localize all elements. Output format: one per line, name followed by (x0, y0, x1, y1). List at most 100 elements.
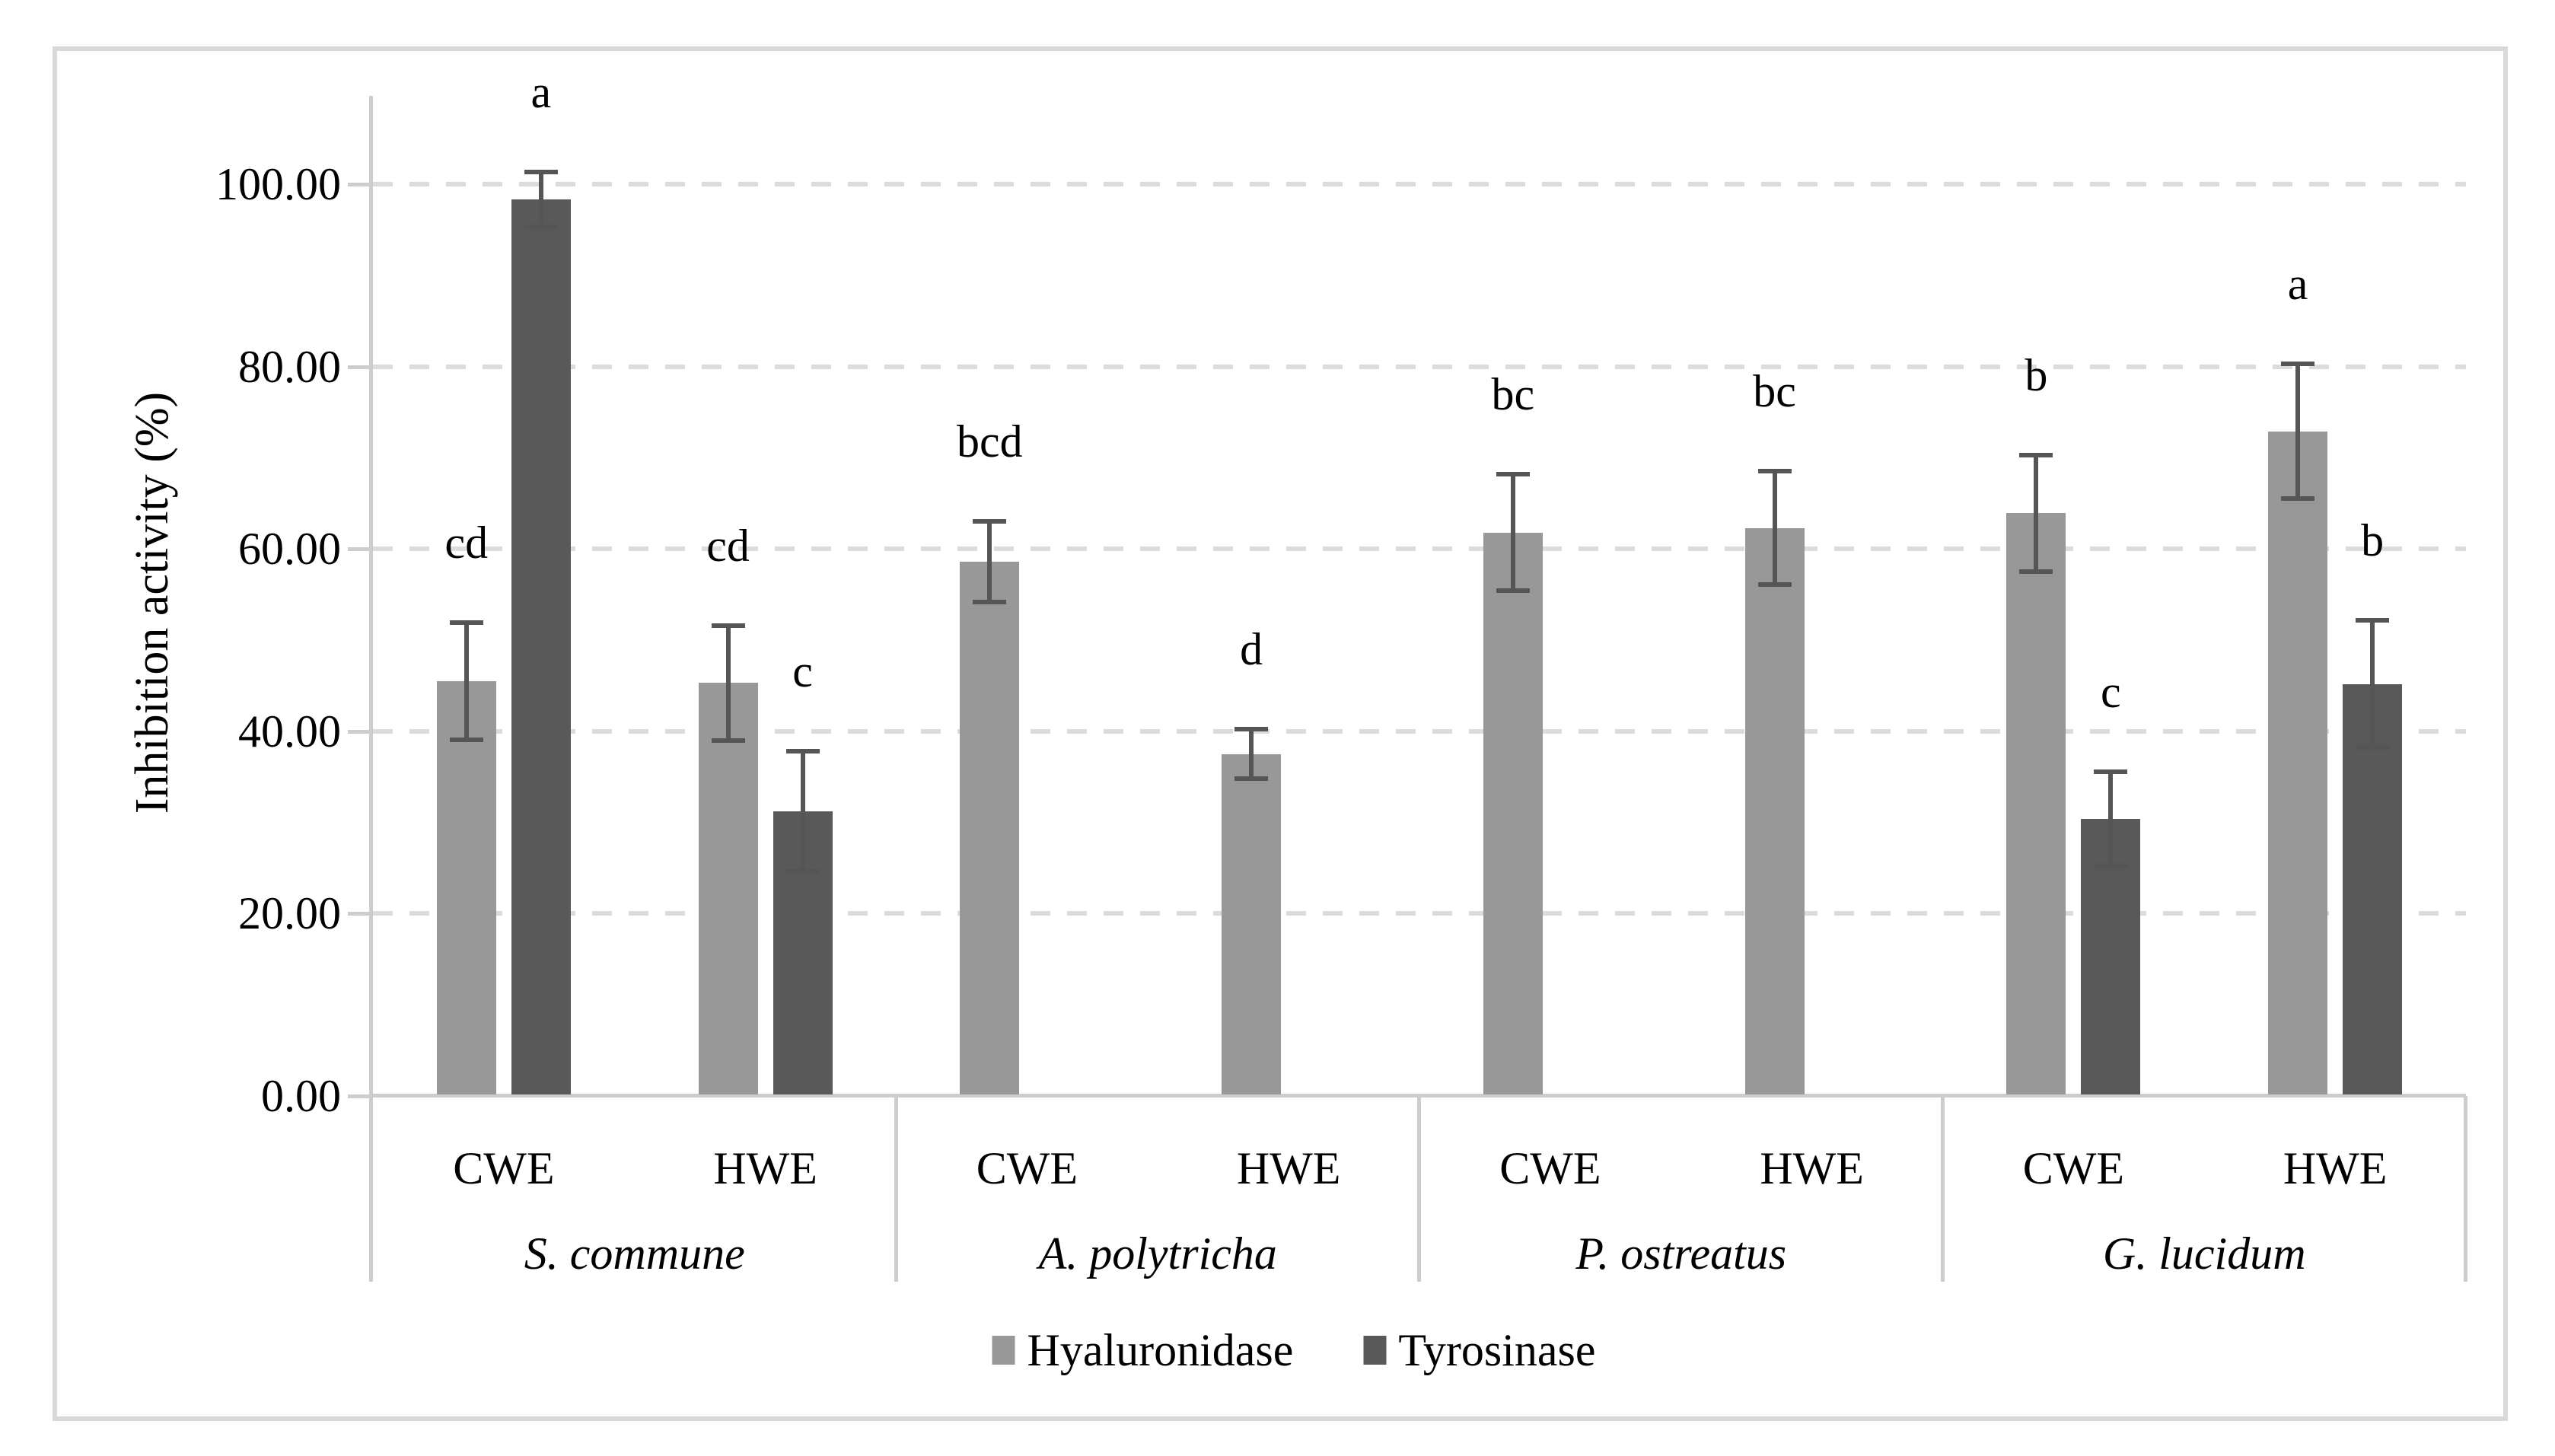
species-label-p-ostreatus: P. ostreatus (1575, 1228, 1787, 1279)
error-cap-bottom-hyaluronidase-s-commune-hwe (711, 738, 745, 743)
error-cap-bottom-hyaluronidase-a-polytricha-hwe (1234, 776, 1269, 782)
significance-letter-hyaluronidase-g-lucidum-hwe: a (2287, 259, 2308, 309)
extract-label-g-lucidum-hwe: HWE (2283, 1143, 2388, 1193)
error-cap-bottom-hyaluronidase-s-commune-cwe (449, 737, 483, 742)
x-axis-line (373, 1094, 2466, 1098)
extract-label-g-lucidum-cwe: CWE (2022, 1143, 2125, 1193)
y-gridline-20 (373, 911, 2466, 916)
extract-label-a-polytricha-cwe: CWE (976, 1143, 1078, 1193)
y-tick-80 (348, 365, 373, 369)
y-axis-line (369, 96, 373, 1282)
significance-letter-hyaluronidase-s-commune-hwe: cd (706, 520, 750, 571)
y-tick-0 (348, 1094, 373, 1098)
significance-letter-tyrosinase-g-lucidum-hwe: b (2361, 515, 2385, 566)
species-label-a-polytricha: A. polytricha (1038, 1228, 1277, 1279)
extract-label-s-commune-hwe: HWE (713, 1143, 817, 1193)
bar-tyrosinase-g-lucidum-hwe (2343, 683, 2403, 1094)
y-gridline-100 (373, 182, 2466, 186)
significance-letter-tyrosinase-g-lucidum-cwe: c (2101, 666, 2121, 717)
error-bar-tyrosinase-s-commune-cwe (538, 172, 543, 228)
error-bar-hyaluronidase-s-commune-cwe (464, 623, 469, 740)
error-bar-hyaluronidase-p-ostreatus-hwe (1772, 471, 1777, 585)
bar-hyaluronidase-a-polytricha-hwe (1222, 753, 1282, 1094)
legend-label-tyrosinase: Tyrosinase (1398, 1325, 1596, 1375)
species-divider (894, 1096, 898, 1282)
y-gridline-80 (373, 364, 2466, 369)
error-cap-bottom-hyaluronidase-g-lucidum-cwe (2019, 569, 2053, 575)
error-cap-top-hyaluronidase-s-commune-hwe (711, 623, 745, 628)
y-tick-label-20: 20.00 (238, 888, 341, 939)
error-bar-tyrosinase-g-lucidum-cwe (2108, 771, 2114, 867)
y-gridline-60 (373, 546, 2466, 552)
error-cap-bottom-tyrosinase-g-lucidum-cwe (2094, 864, 2128, 869)
bar-hyaluronidase-g-lucidum-cwe (2006, 513, 2066, 1094)
bar-hyaluronidase-p-ostreatus-cwe (1483, 532, 1543, 1094)
y-axis-title: Inhibition activity (%) (126, 391, 178, 814)
species-divider (1940, 1096, 1945, 1282)
error-cap-top-hyaluronidase-p-ostreatus-hwe (1757, 469, 1792, 474)
bar-hyaluronidase-a-polytricha-cwe (960, 561, 1020, 1094)
error-cap-bottom-tyrosinase-g-lucidum-hwe (2356, 745, 2390, 750)
error-cap-bottom-hyaluronidase-p-ostreatus-cwe (1496, 588, 1530, 594)
significance-letter-hyaluronidase-p-ostreatus-cwe: bc (1491, 368, 1535, 419)
extract-label-p-ostreatus-cwe: CWE (1499, 1143, 1601, 1193)
significance-letter-hyaluronidase-a-polytricha-cwe: bcd (957, 416, 1023, 467)
y-gridline-40 (373, 728, 2466, 734)
y-tick-label-80: 80.00 (238, 341, 341, 392)
bar-hyaluronidase-s-commune-hwe (698, 683, 758, 1094)
bar-hyaluronidase-g-lucidum-hwe (2268, 431, 2328, 1094)
y-tick-label-60: 60.00 (238, 524, 341, 575)
significance-letter-hyaluronidase-g-lucidum-cwe: b (2025, 349, 2048, 400)
error-cap-top-hyaluronidase-a-polytricha-hwe (1234, 727, 1269, 732)
error-cap-top-tyrosinase-s-commune-cwe (524, 170, 558, 175)
error-cap-top-tyrosinase-g-lucidum-cwe (2094, 769, 2128, 774)
extract-label-s-commune-cwe: CWE (453, 1143, 555, 1193)
error-cap-bottom-hyaluronidase-g-lucidum-hwe (2281, 496, 2315, 502)
legend-swatch-hyaluronidase (992, 1336, 1015, 1365)
error-bar-hyaluronidase-g-lucidum-cwe (2034, 454, 2039, 572)
error-cap-top-tyrosinase-g-lucidum-hwe (2356, 617, 2390, 623)
bar-hyaluronidase-s-commune-cwe (436, 680, 496, 1094)
error-bar-hyaluronidase-g-lucidum-hwe (2295, 364, 2301, 499)
significance-letter-hyaluronidase-s-commune-cwe: cd (444, 518, 489, 569)
species-divider (2464, 1096, 2467, 1282)
error-bar-hyaluronidase-a-polytricha-cwe (987, 521, 992, 602)
error-cap-top-tyrosinase-s-commune-hwe (785, 749, 820, 754)
bar-hyaluronidase-p-ostreatus-hwe (1744, 527, 1805, 1094)
significance-letter-hyaluronidase-a-polytricha-hwe: d (1240, 624, 1263, 675)
y-tick-label-100: 100.00 (215, 159, 341, 209)
y-tick-60 (348, 547, 373, 552)
species-label-s-commune: S. commune (524, 1228, 745, 1279)
error-cap-bottom-tyrosinase-s-commune-hwe (785, 869, 820, 875)
legend-swatch-tyrosinase (1363, 1336, 1387, 1365)
error-bar-hyaluronidase-a-polytricha-hwe (1249, 729, 1254, 779)
error-cap-bottom-tyrosinase-s-commune-cwe (524, 225, 558, 230)
species-divider (1417, 1096, 1421, 1282)
error-bar-tyrosinase-s-commune-hwe (800, 751, 805, 872)
bar-tyrosinase-s-commune-cwe (511, 199, 571, 1094)
error-cap-top-hyaluronidase-s-commune-cwe (449, 620, 483, 626)
extract-label-p-ostreatus-hwe: HWE (1760, 1143, 1864, 1193)
error-cap-top-hyaluronidase-p-ostreatus-cwe (1496, 471, 1530, 476)
error-cap-top-hyaluronidase-a-polytricha-cwe (973, 519, 1007, 524)
y-tick-label-0: 0.00 (261, 1071, 341, 1121)
y-tick-40 (348, 729, 373, 734)
y-tick-20 (348, 912, 373, 916)
error-cap-top-hyaluronidase-g-lucidum-hwe (2281, 362, 2315, 366)
y-tick-100 (348, 183, 373, 186)
error-cap-top-hyaluronidase-g-lucidum-cwe (2019, 452, 2053, 457)
significance-letter-tyrosinase-s-commune-hwe: c (792, 646, 813, 697)
legend: Hyaluronidase Tyrosinase (992, 1323, 1595, 1378)
significance-letter-tyrosinase-s-commune-cwe: a (530, 67, 552, 118)
extract-label-a-polytricha-hwe: HWE (1236, 1143, 1341, 1193)
error-cap-bottom-hyaluronidase-p-ostreatus-hwe (1757, 581, 1792, 587)
error-bar-hyaluronidase-s-commune-hwe (725, 625, 731, 741)
error-bar-hyaluronidase-p-ostreatus-cwe (1510, 473, 1515, 591)
legend-item-hyaluronidase: Hyaluronidase (992, 1323, 1293, 1378)
error-cap-bottom-hyaluronidase-a-polytricha-cwe (973, 599, 1007, 604)
significance-letter-hyaluronidase-p-ostreatus-hwe: bc (1753, 366, 1796, 417)
figure-frame (53, 46, 2508, 1421)
species-label-g-lucidum: G. lucidum (2102, 1228, 2306, 1279)
legend-item-tyrosinase: Tyrosinase (1363, 1323, 1595, 1378)
